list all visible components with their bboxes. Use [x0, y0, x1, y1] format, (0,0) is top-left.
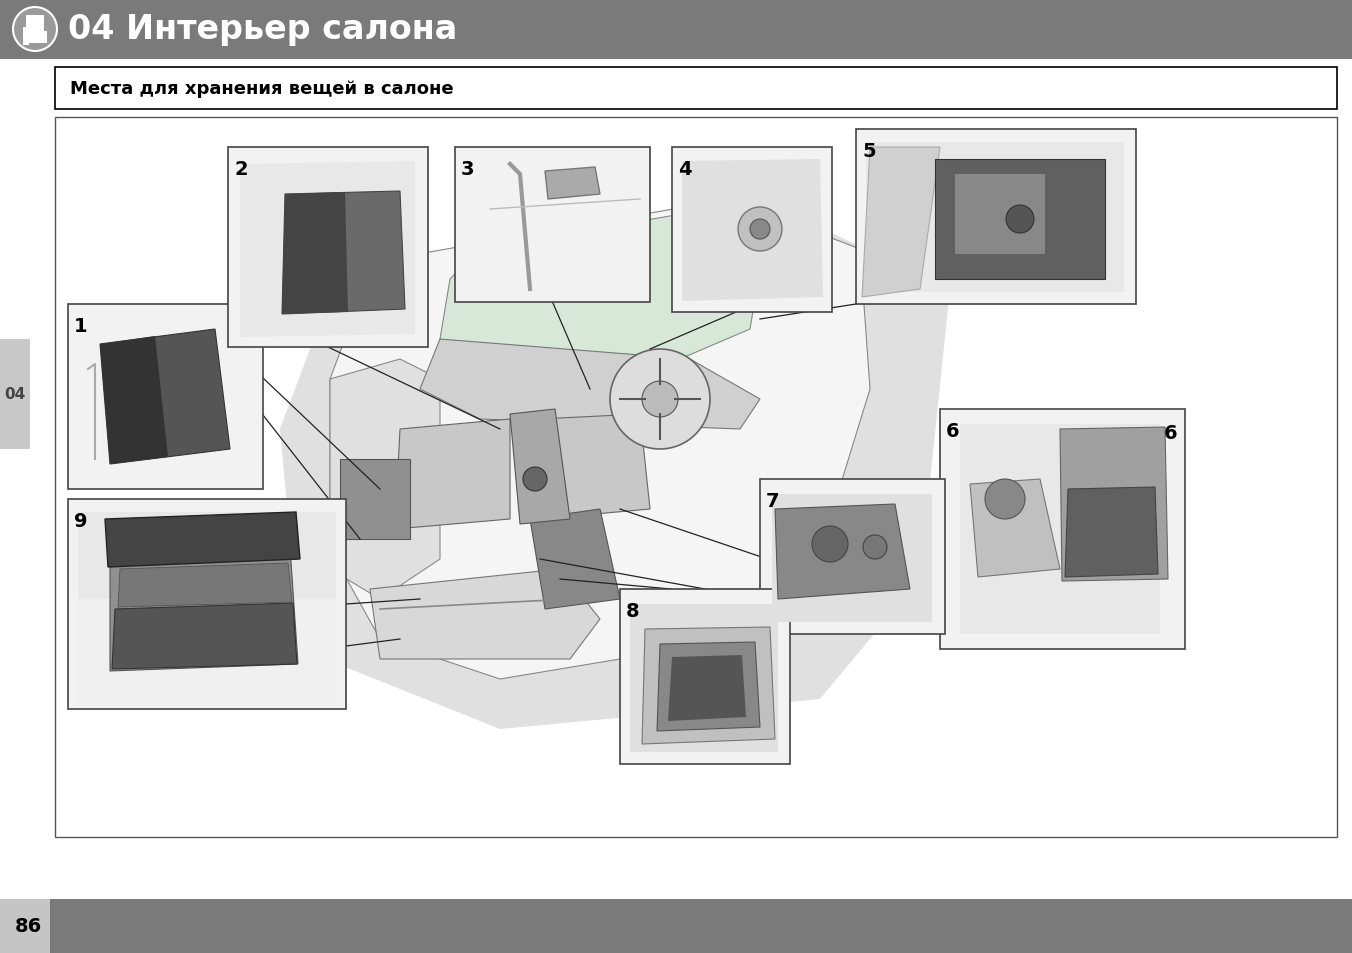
Text: 9: 9: [74, 512, 88, 531]
Bar: [339, 459, 410, 539]
Polygon shape: [100, 330, 230, 464]
Bar: [228, 148, 429, 348]
Text: 6: 6: [1163, 423, 1178, 442]
Polygon shape: [775, 504, 910, 599]
Bar: [0, 0, 1352, 60]
Polygon shape: [283, 192, 406, 314]
Text: 8: 8: [626, 601, 639, 620]
Circle shape: [863, 536, 887, 559]
Bar: [940, 410, 1184, 649]
Polygon shape: [1065, 488, 1159, 578]
Polygon shape: [241, 162, 415, 337]
Circle shape: [642, 381, 677, 417]
Polygon shape: [863, 148, 940, 297]
Bar: [0, 899, 50, 953]
Text: 4: 4: [677, 160, 692, 179]
Text: 04: 04: [4, 387, 26, 402]
Circle shape: [813, 526, 848, 562]
Circle shape: [610, 350, 710, 450]
Polygon shape: [330, 200, 869, 679]
Bar: [456, 148, 650, 303]
Circle shape: [738, 208, 781, 252]
Text: 3: 3: [461, 160, 475, 179]
Bar: [760, 479, 945, 635]
Text: Места для хранения вещей в салоне: Места для хранения вещей в салоне: [70, 80, 454, 98]
Bar: [68, 499, 346, 709]
Bar: [0, 899, 1352, 953]
Bar: [630, 604, 777, 752]
Polygon shape: [657, 642, 760, 731]
Bar: [55, 118, 1337, 837]
Text: 86: 86: [15, 917, 42, 936]
Text: 5: 5: [863, 142, 876, 161]
Polygon shape: [118, 563, 292, 607]
Circle shape: [14, 8, 57, 52]
Polygon shape: [439, 210, 760, 379]
Bar: [23, 32, 47, 44]
Bar: [856, 130, 1136, 305]
Polygon shape: [112, 603, 297, 669]
Polygon shape: [530, 510, 621, 609]
Bar: [23, 28, 28, 46]
Bar: [960, 424, 1160, 635]
Bar: [867, 143, 1124, 293]
Polygon shape: [395, 419, 510, 530]
Polygon shape: [100, 336, 168, 464]
Polygon shape: [280, 200, 950, 729]
Text: 7: 7: [767, 492, 780, 511]
Polygon shape: [370, 569, 600, 659]
Polygon shape: [420, 339, 760, 430]
Polygon shape: [681, 160, 823, 302]
Polygon shape: [110, 547, 297, 671]
Bar: [936, 160, 1105, 280]
Polygon shape: [642, 627, 775, 744]
Polygon shape: [545, 168, 600, 200]
Bar: [621, 589, 790, 764]
Bar: [55, 68, 1337, 110]
Polygon shape: [668, 656, 746, 721]
Circle shape: [1006, 206, 1034, 233]
Text: 1: 1: [74, 316, 88, 335]
Text: 6: 6: [946, 421, 960, 440]
Bar: [772, 495, 932, 622]
Polygon shape: [539, 415, 650, 519]
Bar: [26, 16, 45, 32]
Polygon shape: [1060, 428, 1168, 581]
Circle shape: [986, 479, 1025, 519]
Polygon shape: [283, 193, 347, 314]
Circle shape: [523, 468, 548, 492]
Polygon shape: [510, 410, 571, 524]
Bar: [955, 174, 1045, 254]
Bar: [78, 513, 337, 702]
Polygon shape: [330, 359, 439, 599]
Text: 04 Интерьер салона: 04 Интерьер салона: [68, 13, 457, 47]
Circle shape: [750, 220, 771, 240]
Bar: [0, 339, 30, 450]
Text: 2: 2: [234, 160, 247, 179]
Polygon shape: [969, 479, 1060, 578]
Bar: [68, 305, 264, 490]
Polygon shape: [105, 513, 300, 567]
Bar: [78, 599, 337, 702]
Bar: [672, 148, 831, 313]
